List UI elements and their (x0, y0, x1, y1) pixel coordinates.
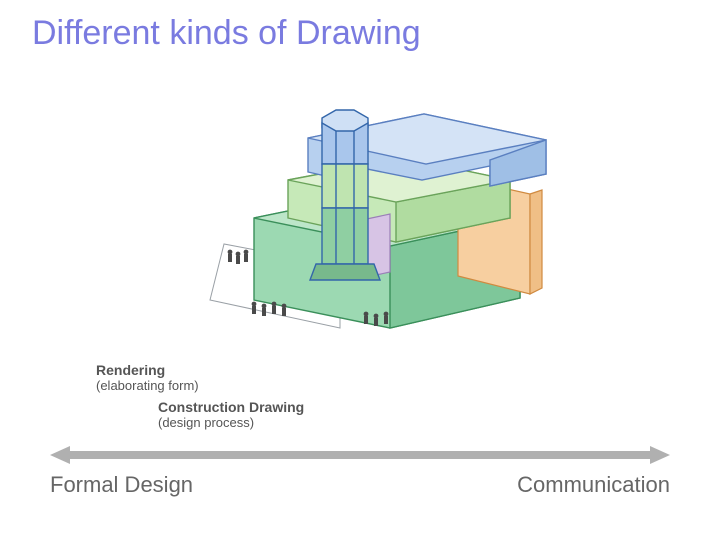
axis-svg (50, 444, 670, 466)
label-rendering-sub: (elaborating form) (96, 378, 304, 393)
label-rendering-title: Rendering (96, 362, 304, 378)
axis-right-label: Communication (517, 472, 670, 498)
spectrum-axis (50, 444, 670, 466)
label-construction-title: Construction Drawing (158, 399, 304, 415)
label-rendering: Rendering (elaborating form) (96, 362, 304, 393)
massing-sketch (190, 68, 550, 348)
axis-left-label: Formal Design (50, 472, 193, 498)
label-construction-sub: (design process) (158, 415, 304, 430)
people-group-3 (364, 312, 389, 326)
label-construction: Construction Drawing (design process) (158, 399, 304, 430)
page-title: Different kinds of Drawing (32, 14, 421, 53)
massing-svg (190, 68, 550, 348)
drawing-type-labels: Rendering (elaborating form) Constructio… (60, 362, 304, 436)
axis-endpoints: Formal Design Communication (50, 472, 670, 498)
arrowhead-left-icon (50, 446, 70, 464)
arrowhead-right-icon (650, 446, 670, 464)
people-group-1 (228, 250, 249, 264)
